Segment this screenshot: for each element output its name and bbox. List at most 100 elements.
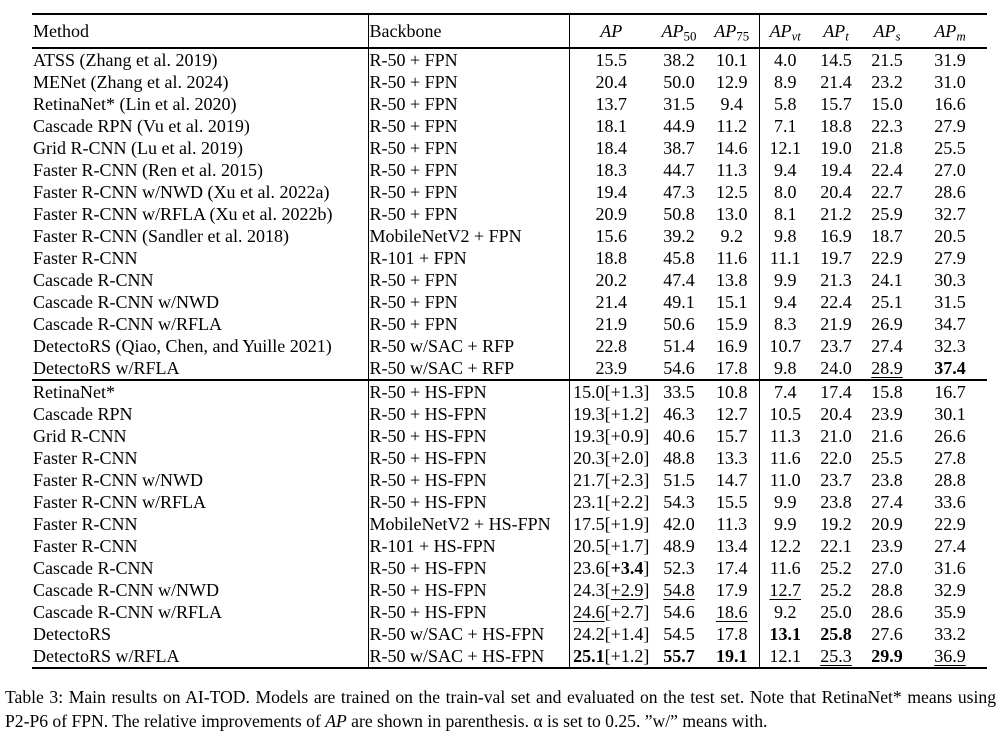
cell-aps: 20.9 <box>871 514 903 534</box>
cell-ap: 24.6[+2.7] <box>573 602 650 622</box>
cell-backbone: R-50 + FPN <box>368 93 570 115</box>
cell-ap75: 16.9 <box>705 335 760 357</box>
cell-ap75: 15.5 <box>705 491 760 513</box>
cell-backbone: R-50 + FPN <box>368 137 570 159</box>
cell-ap75: 17.8 <box>705 357 760 380</box>
cell-ap: 18.1 <box>595 116 628 136</box>
cell-ap: 23.6[+3.4] <box>573 558 650 578</box>
cell-backbone: R-50 + HS-FPN <box>368 491 570 513</box>
cell-apt: 22.4 <box>820 292 852 312</box>
cell-ap: 23.9 <box>595 358 628 378</box>
cell-ap: 18.8 <box>595 248 628 268</box>
cell-apvt: 12.2 <box>769 536 802 556</box>
cell-aps: 25.9 <box>871 204 903 224</box>
cell-apt: 24.0 <box>820 358 852 378</box>
cell-apm: 26.6 <box>934 426 966 446</box>
cell-method: Faster R-CNN w/NWD (Xu et al. 2022a) <box>32 181 369 203</box>
table-row: Faster R-CNN R-101 + HS-FPN 20.5[+1.7] 48.9… <box>32 535 987 557</box>
cell-apt: 21.3 <box>820 270 852 290</box>
table-row: Cascade R-CNN w/NWD R-50 + FPN 21.4 49.1 15.… <box>32 291 987 313</box>
cell-apt: 25.2 <box>820 580 852 600</box>
header-metric-apt: APt <box>811 14 861 49</box>
cell-ap75: 9.2 <box>705 225 760 247</box>
cell-ap50: 54.8 <box>663 580 695 600</box>
table-row: Grid R-CNN (Lu et al. 2019) R-50 + FPN 18.… <box>32 137 987 159</box>
cell-aps: 27.4 <box>871 336 903 356</box>
cell-ap75: 13.3 <box>705 447 760 469</box>
cell-ap: 18.3 <box>595 160 628 180</box>
cell-ap: 19.4 <box>595 182 628 202</box>
cell-ap75: 12.7 <box>705 403 760 425</box>
cell-method: Cascade R-CNN <box>32 269 369 291</box>
table-row: DetectoRS R-50 w/SAC + HS-FPN 24.2[+1.4] 54… <box>32 623 987 645</box>
cell-ap: 19.3[+1.2] <box>573 404 650 424</box>
table-row: Cascade R-CNN R-50 + HS-FPN 23.6[+3.4] 52.3… <box>32 557 987 579</box>
table-row: Cascade R-CNN R-50 + FPN 20.2 47.4 13.8 9.9 21… <box>32 269 987 291</box>
cell-apt: 25.3 <box>820 646 852 666</box>
cell-method: Cascade RPN <box>32 403 369 425</box>
table-row: Cascade R-CNN w/RFLA R-50 + HS-FPN 24.6[+2… <box>32 601 987 623</box>
cell-apvt: 10.7 <box>769 336 802 356</box>
cell-method: Cascade R-CNN w/NWD <box>32 579 369 601</box>
cell-aps: 23.9 <box>871 536 903 556</box>
cell-apm: 35.9 <box>934 602 966 622</box>
cell-ap: 19.3[+0.9] <box>573 426 650 446</box>
cell-apt: 19.0 <box>820 138 852 158</box>
cell-backbone: R-50 + HS-FPN <box>368 425 570 447</box>
cell-aps: 22.7 <box>871 182 903 202</box>
table-row: RetinaNet* R-50 + HS-FPN 15.0[+1.3] 33.5 10.… <box>32 379 987 403</box>
cell-apt: 21.4 <box>820 72 852 92</box>
cell-ap50: 50.6 <box>663 314 695 334</box>
cell-aps: 23.2 <box>871 72 903 92</box>
cell-ap: 20.9 <box>595 204 628 224</box>
cell-method: Faster R-CNN w/NWD <box>32 469 369 491</box>
cell-backbone: R-50 + FPN <box>368 71 570 93</box>
cell-aps: 22.3 <box>871 116 903 136</box>
table-row: Grid R-CNN R-50 + HS-FPN 19.3[+0.9] 40.6 15.… <box>32 425 987 447</box>
cell-backbone: R-101 + FPN <box>368 247 570 269</box>
cell-apvt: 13.1 <box>769 624 802 644</box>
cell-method: Faster R-CNN <box>32 447 369 469</box>
cell-apvt: 9.8 <box>774 358 797 378</box>
cell-method: MENet (Zhang et al. 2024) <box>32 71 369 93</box>
cell-backbone: R-50 + HS-FPN <box>368 403 570 425</box>
cell-ap50: 40.6 <box>663 426 695 446</box>
cell-backbone: R-50 + FPN <box>368 291 570 313</box>
cell-backbone: R-50 + HS-FPN <box>368 469 570 491</box>
cell-backbone: R-101 + HS-FPN <box>368 535 570 557</box>
cell-ap: 25.1[+1.2] <box>573 646 650 666</box>
cell-ap75: 13.8 <box>705 269 760 291</box>
table-row: Faster R-CNN w/RFLA R-50 + HS-FPN 23.1[+2.… <box>32 491 987 513</box>
cell-ap: 21.7[+2.3] <box>573 470 650 490</box>
cell-apvt: 9.8 <box>774 226 797 246</box>
cell-backbone: R-50 + FPN <box>368 115 570 137</box>
cell-ap75: 13.4 <box>705 535 760 557</box>
cell-apvt: 4.0 <box>774 50 797 70</box>
cell-apm: 27.9 <box>934 248 966 268</box>
cell-apm: 31.0 <box>934 72 966 92</box>
cell-aps: 15.0 <box>871 94 903 114</box>
cell-apm: 37.4 <box>934 358 966 378</box>
cell-ap50: 48.9 <box>663 536 695 556</box>
cell-ap50: 42.0 <box>663 514 695 534</box>
cell-method: Grid R-CNN <box>32 425 369 447</box>
cell-aps: 25.1 <box>871 292 903 312</box>
cell-ap50: 54.6 <box>663 602 695 622</box>
cell-ap50: 47.4 <box>663 270 695 290</box>
cell-apt: 23.8 <box>820 492 852 512</box>
cell-ap: 17.5[+1.9] <box>573 514 650 534</box>
cell-aps: 25.5 <box>871 448 903 468</box>
cell-apm: 27.8 <box>934 448 966 468</box>
cell-method: Faster R-CNN (Sandler et al. 2018) <box>32 225 369 247</box>
cell-ap50: 33.5 <box>653 379 705 403</box>
cell-ap: 13.7 <box>595 94 628 114</box>
table-row: Faster R-CNN w/RFLA (Xu et al. 2022b) R-5… <box>32 203 987 225</box>
cell-aps: 27.6 <box>871 624 903 644</box>
header-metric-aps: APs <box>861 14 913 49</box>
cell-apvt: 8.3 <box>774 314 797 334</box>
cell-ap75: 11.2 <box>705 115 760 137</box>
cell-ap75: 15.7 <box>705 425 760 447</box>
header-metric-apvt: APvt <box>759 14 811 49</box>
cell-apt: 25.8 <box>820 624 852 644</box>
